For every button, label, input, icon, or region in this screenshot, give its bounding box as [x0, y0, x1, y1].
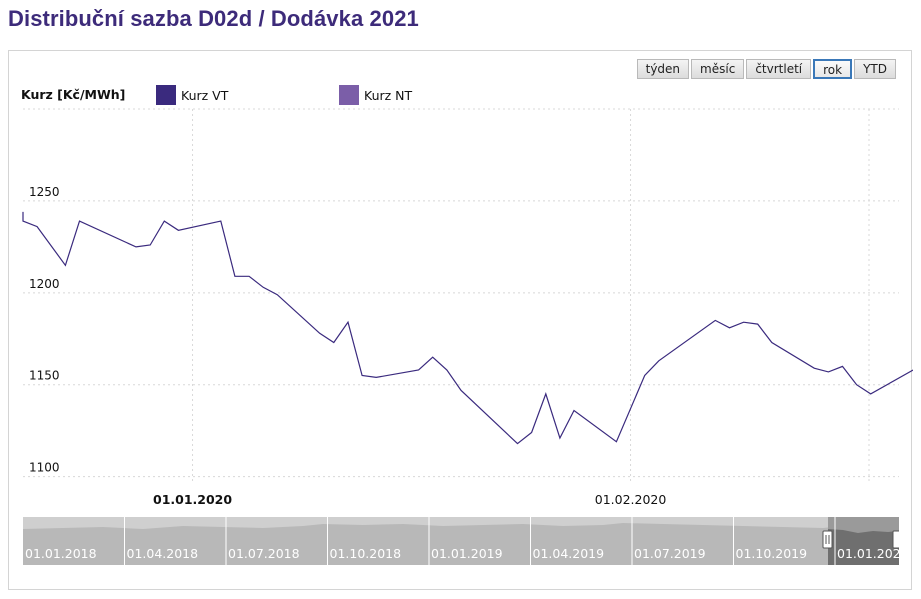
range-selector: týden měsíc čtvrtletí rok YTD [636, 59, 896, 79]
y-axis: 1100 1150 1200 1250 [29, 185, 60, 475]
navigator-label: 01.04.2019 [533, 546, 605, 561]
legend-swatch-kurz-nt [339, 85, 359, 105]
x-tick-label: 01.02.2020 [595, 492, 667, 507]
legend-label-kurz-vt: Kurz VT [181, 87, 229, 103]
range-button-year[interactable]: rok [813, 59, 853, 79]
series-layer [22, 211, 913, 445]
chart-panel: týden měsíc čtvrtletí rok YTD Kurz [Kč/M… [8, 50, 913, 590]
legend-swatch-kurz-vt [156, 85, 176, 105]
y-tick-label: 1100 [29, 461, 60, 475]
navigator-label: 01.01.2020 [837, 546, 899, 561]
y-tick-label: 1150 [29, 369, 60, 383]
navigator-label: 01.01.2018 [25, 546, 97, 561]
range-button-month[interactable]: měsíc [691, 59, 745, 79]
x-axis: 01.01.2020 01.02.2020 [153, 492, 666, 507]
navigator-label: 01.07.2019 [634, 546, 706, 561]
legend-item-kurz-vt[interactable]: Kurz VT [156, 85, 228, 105]
navigator-labels: 01.01.2018 01.04.2018 01.07.2018 01.10.2018… [25, 517, 899, 565]
legend-label-kurz-nt: Kurz NT [364, 87, 413, 103]
navigator-left-handle[interactable] [822, 530, 833, 549]
date-navigator[interactable]: 01.01.2018 01.04.2018 01.07.2018 01.10.2018… [23, 517, 899, 565]
navigator-right-handle[interactable] [892, 530, 899, 549]
navigator-selected-area [828, 529, 899, 565]
navigator-label: 01.10.2019 [736, 546, 808, 561]
series-line-kurz-vt [22, 211, 913, 445]
line-chart: 1100 1150 1200 1250 01.01.2020 01.02.2020 [22, 108, 913, 507]
navigator-area [23, 523, 899, 565]
range-button-ytd[interactable]: YTD [854, 59, 896, 79]
y-tick-label: 1200 [29, 277, 60, 291]
navigator-label: 01.07.2018 [228, 546, 300, 561]
legend-title: Kurz [Kč/MWh] [21, 87, 126, 102]
navigator-label: 01.04.2018 [127, 546, 199, 561]
range-button-quarter[interactable]: čtvrtletí [746, 59, 812, 79]
range-button-week[interactable]: týden [636, 59, 690, 79]
grid-lines [23, 108, 899, 484]
x-tick-label: 01.01.2020 [153, 492, 232, 507]
navigator-label: 01.10.2018 [330, 546, 402, 561]
y-tick-label: 1250 [29, 185, 60, 199]
legend-item-kurz-nt[interactable]: Kurz NT [339, 85, 412, 105]
navigator-label: 01.01.2019 [431, 546, 503, 561]
page-title: Distribuční sazba D02d / Dodávka 2021 [8, 6, 419, 31]
